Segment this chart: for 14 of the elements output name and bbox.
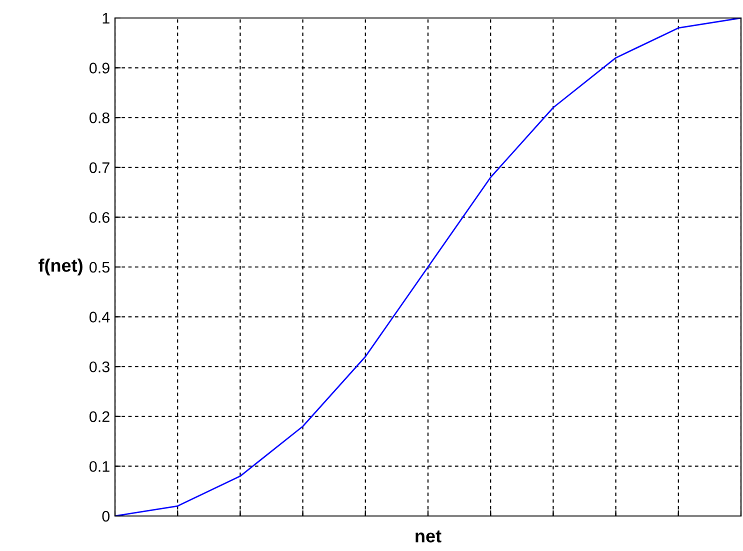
y-axis-title: f(net)	[38, 258, 82, 276]
y-tick-label: 0.9	[90, 62, 110, 74]
y-tick-label: 1	[102, 13, 110, 24]
y-tick-label: 0.2	[90, 411, 110, 422]
line-series	[115, 18, 741, 516]
y-tick-label: 0.5	[90, 262, 110, 273]
y-tick-label: 0.4	[90, 312, 110, 322]
y-tick-label: 0	[102, 510, 110, 522]
x-axis-title: net	[416, 530, 442, 542]
y-tick-label: 0.8	[90, 112, 110, 124]
y-tick-label: 0.1	[90, 461, 110, 472]
y-tick-label: 0.3	[90, 361, 110, 372]
y-tick-label: 0.7	[90, 162, 110, 174]
y-tick-label: 0.6	[90, 212, 110, 223]
